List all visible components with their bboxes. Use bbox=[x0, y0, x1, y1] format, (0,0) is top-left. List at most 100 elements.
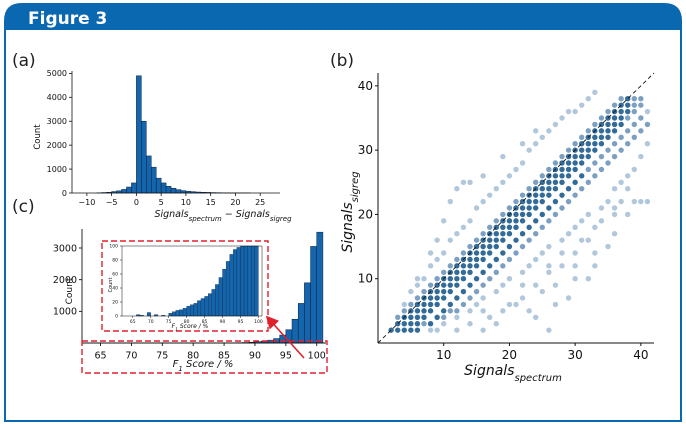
scatter-point bbox=[533, 179, 539, 185]
scatter-point bbox=[473, 237, 480, 243]
scatter-point bbox=[480, 256, 486, 263]
chart-inset-bar bbox=[225, 261, 230, 317]
scatter-point bbox=[460, 269, 467, 275]
scatter-point bbox=[585, 96, 591, 102]
scatter-point bbox=[467, 243, 473, 250]
scatter-point bbox=[526, 198, 532, 205]
scatter-point bbox=[565, 186, 572, 192]
scatter-point bbox=[414, 308, 421, 314]
scatter-point bbox=[625, 211, 631, 218]
chart-inset-x-tick-label: 85 bbox=[202, 319, 208, 325]
scatter-point bbox=[559, 179, 565, 185]
chart-c-xlabel-sub: 1 bbox=[178, 365, 182, 373]
chart-inset-bar bbox=[186, 306, 191, 317]
chart-b-y-tick-label: 30 bbox=[358, 143, 373, 157]
chart-c-xlabel: F1 Score / % bbox=[173, 359, 234, 373]
scatter-point bbox=[408, 301, 414, 308]
scatter-point bbox=[539, 173, 545, 179]
scatter-point bbox=[526, 263, 532, 269]
scatter-point bbox=[414, 321, 421, 327]
scatter-point bbox=[441, 269, 447, 275]
scatter-point bbox=[631, 166, 637, 173]
figure-title: Figure 3 bbox=[28, 9, 107, 29]
scatter-point bbox=[493, 237, 499, 243]
chart-a-xlabel: Signalsspectrum − Signalssigreg bbox=[154, 209, 292, 223]
scatter-point bbox=[473, 205, 480, 211]
chart-inset-xlabel: F1 Score / % bbox=[172, 323, 209, 333]
scatter-point bbox=[631, 96, 637, 102]
scatter-point bbox=[625, 102, 631, 108]
scatter-point bbox=[447, 198, 453, 205]
scatter-point bbox=[493, 269, 499, 275]
chart-a-bar bbox=[146, 155, 152, 194]
scatter-point bbox=[441, 295, 447, 301]
scatter-point bbox=[572, 166, 578, 173]
scatter-point bbox=[447, 237, 453, 243]
scatter-point bbox=[480, 308, 486, 314]
chart-a-xlabel-main: Signals bbox=[154, 209, 188, 220]
scatter-point bbox=[480, 198, 486, 205]
chart-b-xlabel-main: Signals bbox=[464, 363, 514, 379]
scatter-point bbox=[533, 192, 539, 198]
scatter-point bbox=[467, 321, 473, 327]
scatter-point bbox=[447, 308, 453, 314]
scatter-point bbox=[454, 231, 460, 237]
scatter-point bbox=[539, 186, 545, 192]
scatter-point bbox=[533, 205, 539, 211]
chart-inset-bar bbox=[172, 311, 176, 317]
chart-inset-y-tick-label: 80 bbox=[112, 258, 118, 264]
scatter-point bbox=[506, 231, 513, 237]
scatter-point bbox=[611, 141, 618, 147]
chart-inset-x-tick-label: 95 bbox=[238, 319, 244, 325]
scatter-point bbox=[565, 295, 572, 301]
scatter-point bbox=[467, 263, 473, 269]
scatter-point bbox=[605, 134, 611, 140]
scatter-point bbox=[467, 295, 473, 301]
chart-a-bar bbox=[141, 120, 147, 194]
chart-inset-y-tick-label: 60 bbox=[112, 272, 118, 278]
scatter-point bbox=[565, 108, 572, 115]
scatter-point bbox=[546, 205, 552, 211]
scatter-point bbox=[539, 192, 545, 198]
scatter-point bbox=[434, 314, 440, 320]
chart-c-bar bbox=[310, 246, 317, 344]
scatter-point bbox=[519, 231, 526, 237]
scatter-point bbox=[579, 218, 585, 224]
scatter-point bbox=[467, 179, 473, 185]
scatter-point bbox=[611, 211, 618, 218]
chart-a-x-tick-label: −10 bbox=[78, 198, 95, 207]
scatter-point bbox=[546, 269, 552, 275]
figure-header-bar bbox=[5, 4, 681, 30]
chart-c-y-tick-label: 1000 bbox=[53, 307, 77, 318]
scatter-point bbox=[592, 160, 598, 166]
scatter-point bbox=[427, 321, 434, 327]
chart-c-x-tick-label: 85 bbox=[218, 351, 230, 362]
chart-b-x-tick-label: 40 bbox=[633, 348, 648, 362]
scatter-point bbox=[434, 327, 440, 333]
scatter-point bbox=[421, 301, 427, 308]
scatter-point bbox=[519, 160, 526, 166]
scatter-point bbox=[618, 179, 624, 185]
scatter-point bbox=[441, 308, 447, 314]
scatter-point bbox=[539, 198, 545, 205]
scatter-point bbox=[473, 263, 480, 269]
scatter-point bbox=[434, 237, 440, 243]
chart-a-x-tick-label: 25 bbox=[255, 198, 265, 207]
scatter-point bbox=[500, 179, 506, 185]
scatter-point bbox=[552, 301, 559, 308]
scatter-point bbox=[473, 288, 480, 295]
scatter-point bbox=[454, 269, 460, 275]
scatter-point bbox=[493, 231, 499, 237]
scatter-point bbox=[572, 160, 578, 166]
scatter-point bbox=[513, 211, 519, 218]
chart-b-x-tick-label: 10 bbox=[436, 348, 451, 362]
scatter-point bbox=[605, 108, 611, 115]
chart-a-bar bbox=[160, 182, 167, 194]
scatter-point bbox=[408, 321, 414, 327]
chart-a-x-tick-label: 10 bbox=[181, 198, 191, 207]
chart-c-bar bbox=[297, 303, 305, 344]
scatter-point bbox=[467, 308, 473, 314]
chart-c-x-tick-label: 80 bbox=[187, 351, 199, 362]
highlight-arrow bbox=[265, 315, 305, 359]
scatter-point bbox=[638, 96, 644, 102]
